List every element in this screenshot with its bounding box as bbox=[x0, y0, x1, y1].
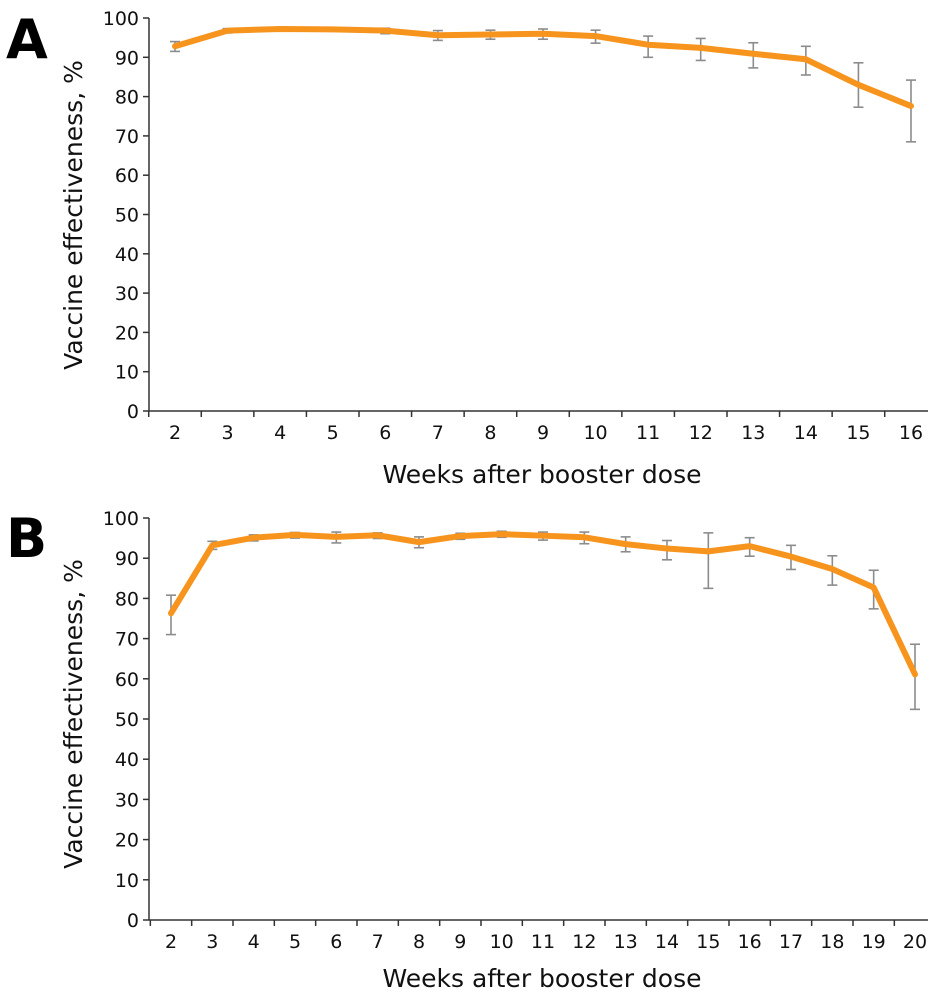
y-tick-label: 100 bbox=[103, 508, 139, 530]
y-tick-label: 90 bbox=[115, 47, 139, 69]
x-tick-label: 14 bbox=[794, 422, 818, 444]
y-tick-label: 30 bbox=[115, 283, 139, 305]
x-tick-label: 9 bbox=[537, 422, 549, 444]
x-tick-label: 15 bbox=[846, 422, 870, 444]
x-tick-label: 12 bbox=[689, 422, 713, 444]
x-tick-label: 6 bbox=[379, 422, 391, 444]
panel-label-b: B bbox=[6, 507, 47, 570]
x-tick-label: 13 bbox=[614, 931, 638, 953]
x-tick-label: 11 bbox=[636, 422, 660, 444]
x-tick-label: 12 bbox=[572, 931, 596, 953]
x-axis-title: Weeks after booster dose bbox=[382, 460, 701, 489]
x-tick-label: 4 bbox=[248, 931, 260, 953]
line-chart-b: B Vaccine effectiveness, % Weeks after b… bbox=[6, 507, 928, 991]
x-tick-label: 10 bbox=[583, 422, 607, 444]
x-tick-label: 13 bbox=[741, 422, 765, 444]
x-tick-label: 7 bbox=[372, 931, 384, 953]
x-tick-label: 6 bbox=[330, 931, 342, 953]
x-tick-label: 4 bbox=[274, 422, 286, 444]
series-line bbox=[172, 26, 914, 110]
y-tick-label: 10 bbox=[115, 870, 139, 892]
x-tick-label: 3 bbox=[222, 422, 234, 444]
y-tick-label: 30 bbox=[115, 789, 139, 811]
x-tick-label: 3 bbox=[206, 931, 218, 953]
y-tick-label: 0 bbox=[127, 401, 139, 423]
y-tick-label: 70 bbox=[115, 126, 139, 148]
x-tick-label: 19 bbox=[862, 931, 886, 953]
x-tick-label: 17 bbox=[779, 931, 803, 953]
x-tick-label: 11 bbox=[531, 931, 555, 953]
y-tick-label: 40 bbox=[115, 749, 139, 771]
y-tick-label: 70 bbox=[115, 629, 139, 651]
y-tick-label: 50 bbox=[115, 709, 139, 731]
y-tick-label: 20 bbox=[115, 830, 139, 852]
x-tick-label: 15 bbox=[696, 931, 720, 953]
x-tick-label: 10 bbox=[490, 931, 514, 953]
x-tick-label: 20 bbox=[903, 931, 927, 953]
series-line bbox=[168, 531, 918, 678]
x-tick-label: 7 bbox=[432, 422, 444, 444]
y-tick-label: 20 bbox=[115, 322, 139, 344]
x-tick-label: 2 bbox=[165, 931, 177, 953]
y-tick-label: 100 bbox=[103, 8, 139, 30]
y-axis-title: Vaccine effectiveness, % bbox=[59, 559, 88, 869]
y-tick-label: 60 bbox=[115, 669, 139, 691]
y-tick-label: 80 bbox=[115, 588, 139, 610]
y-tick-label: 50 bbox=[115, 205, 139, 227]
x-tick-label: 5 bbox=[327, 422, 339, 444]
x-tick-label: 16 bbox=[899, 422, 923, 444]
chart-panel-b: B Vaccine effectiveness, % Weeks after b… bbox=[0, 499, 930, 991]
x-tick-label: 9 bbox=[454, 931, 466, 953]
x-tick-label: 8 bbox=[484, 422, 496, 444]
x-tick-label: 2 bbox=[169, 422, 181, 444]
y-axis-title: Vaccine effectiveness, % bbox=[59, 60, 88, 370]
y-tick-label: 40 bbox=[115, 244, 139, 266]
y-tick-label: 10 bbox=[115, 362, 139, 384]
y-tick-label: 60 bbox=[115, 165, 139, 187]
chart-panel-a: A Vaccine effectiveness, % Weeks after b… bbox=[0, 0, 930, 492]
y-tick-label: 0 bbox=[127, 910, 139, 932]
panel-label-a: A bbox=[6, 8, 48, 71]
x-tick-label: 14 bbox=[655, 931, 679, 953]
x-tick-label: 5 bbox=[289, 931, 301, 953]
line-chart-a: A Vaccine effectiveness, % Weeks after b… bbox=[6, 8, 928, 489]
x-tick-label: 18 bbox=[820, 931, 844, 953]
y-tick-label: 80 bbox=[115, 87, 139, 109]
x-tick-label: 8 bbox=[413, 931, 425, 953]
x-tick-label: 16 bbox=[738, 931, 762, 953]
y-tick-label: 90 bbox=[115, 548, 139, 570]
x-axis-title: Weeks after booster dose bbox=[382, 964, 701, 991]
